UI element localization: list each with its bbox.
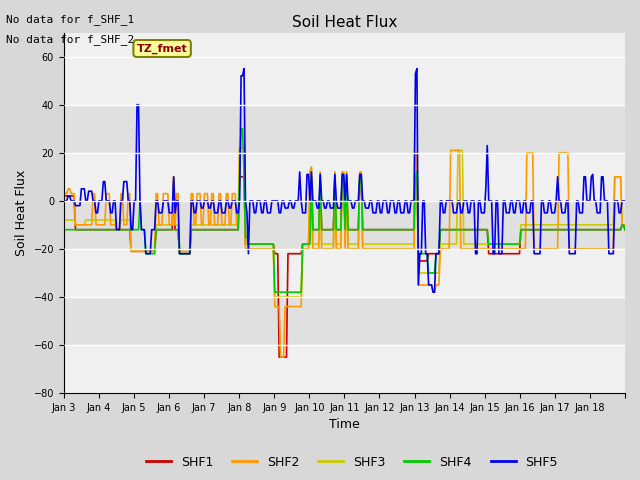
SHF5 xyxy=(620,198,627,204)
Line: SHF1: SHF1 xyxy=(64,153,625,357)
SHF1 xyxy=(60,193,68,199)
Text: No data for f_SHF_2: No data for f_SHF_2 xyxy=(6,34,134,45)
SHF2 xyxy=(97,222,104,228)
SHF2 xyxy=(277,354,285,360)
SHF4 xyxy=(79,227,86,232)
SHF5 xyxy=(429,289,437,295)
SHF1 xyxy=(97,227,104,232)
SHF4 xyxy=(547,227,554,232)
SHF2 xyxy=(463,246,470,252)
Bar xyxy=(64,105,625,153)
SHF4 xyxy=(97,227,104,232)
SHF5 xyxy=(621,198,629,204)
SHF5 xyxy=(79,186,86,192)
SHF2 xyxy=(620,222,627,228)
Text: TZ_fmet: TZ_fmet xyxy=(137,43,188,54)
SHF1 xyxy=(412,150,419,156)
SHF4 xyxy=(271,289,278,295)
Bar xyxy=(64,201,625,249)
SHF5 xyxy=(97,198,104,204)
SHF3 xyxy=(271,294,278,300)
SHF3 xyxy=(620,222,627,228)
SHF3 xyxy=(60,217,68,223)
SHF2 xyxy=(351,246,359,252)
Line: SHF4: SHF4 xyxy=(64,129,625,292)
SHF2 xyxy=(621,222,629,228)
SHF3 xyxy=(351,241,359,247)
SHF5 xyxy=(350,205,358,211)
SHF2 xyxy=(60,191,68,196)
SHF2 xyxy=(79,222,86,228)
SHF5 xyxy=(60,198,68,204)
Line: SHF2: SHF2 xyxy=(64,148,625,357)
SHF4 xyxy=(237,126,245,132)
SHF3 xyxy=(621,222,629,228)
Bar xyxy=(64,345,625,393)
SHF1 xyxy=(621,227,629,232)
SHF4 xyxy=(60,227,68,232)
SHF3 xyxy=(463,241,470,247)
SHF2 xyxy=(547,246,554,252)
SHF1 xyxy=(79,227,86,232)
Title: Soil Heat Flux: Soil Heat Flux xyxy=(292,15,397,30)
SHF1 xyxy=(350,227,358,232)
Bar xyxy=(64,297,625,345)
SHF5 xyxy=(547,198,554,204)
SHF3 xyxy=(547,222,554,228)
SHF3 xyxy=(236,145,243,151)
SHF1 xyxy=(463,227,470,232)
Y-axis label: Soil Heat Flux: Soil Heat Flux xyxy=(15,170,28,256)
Line: SHF3: SHF3 xyxy=(64,148,625,297)
SHF4 xyxy=(620,222,627,228)
SHF4 xyxy=(351,227,359,232)
Bar xyxy=(64,153,625,201)
SHF4 xyxy=(621,227,629,232)
SHF1 xyxy=(275,354,283,360)
Text: No data for f_SHF_1: No data for f_SHF_1 xyxy=(6,14,134,25)
SHF2 xyxy=(236,145,243,151)
SHF3 xyxy=(79,222,86,228)
Bar xyxy=(64,57,625,105)
X-axis label: Time: Time xyxy=(329,419,360,432)
Bar xyxy=(64,249,625,297)
SHF3 xyxy=(97,217,104,223)
SHF1 xyxy=(620,222,627,228)
Line: SHF5: SHF5 xyxy=(64,69,625,292)
Legend: SHF1, SHF2, SHF3, SHF4, SHF5: SHF1, SHF2, SHF3, SHF4, SHF5 xyxy=(141,451,563,474)
SHF1 xyxy=(547,227,554,232)
SHF5 xyxy=(463,198,470,204)
SHF4 xyxy=(463,227,470,232)
SHF5 xyxy=(240,66,248,72)
